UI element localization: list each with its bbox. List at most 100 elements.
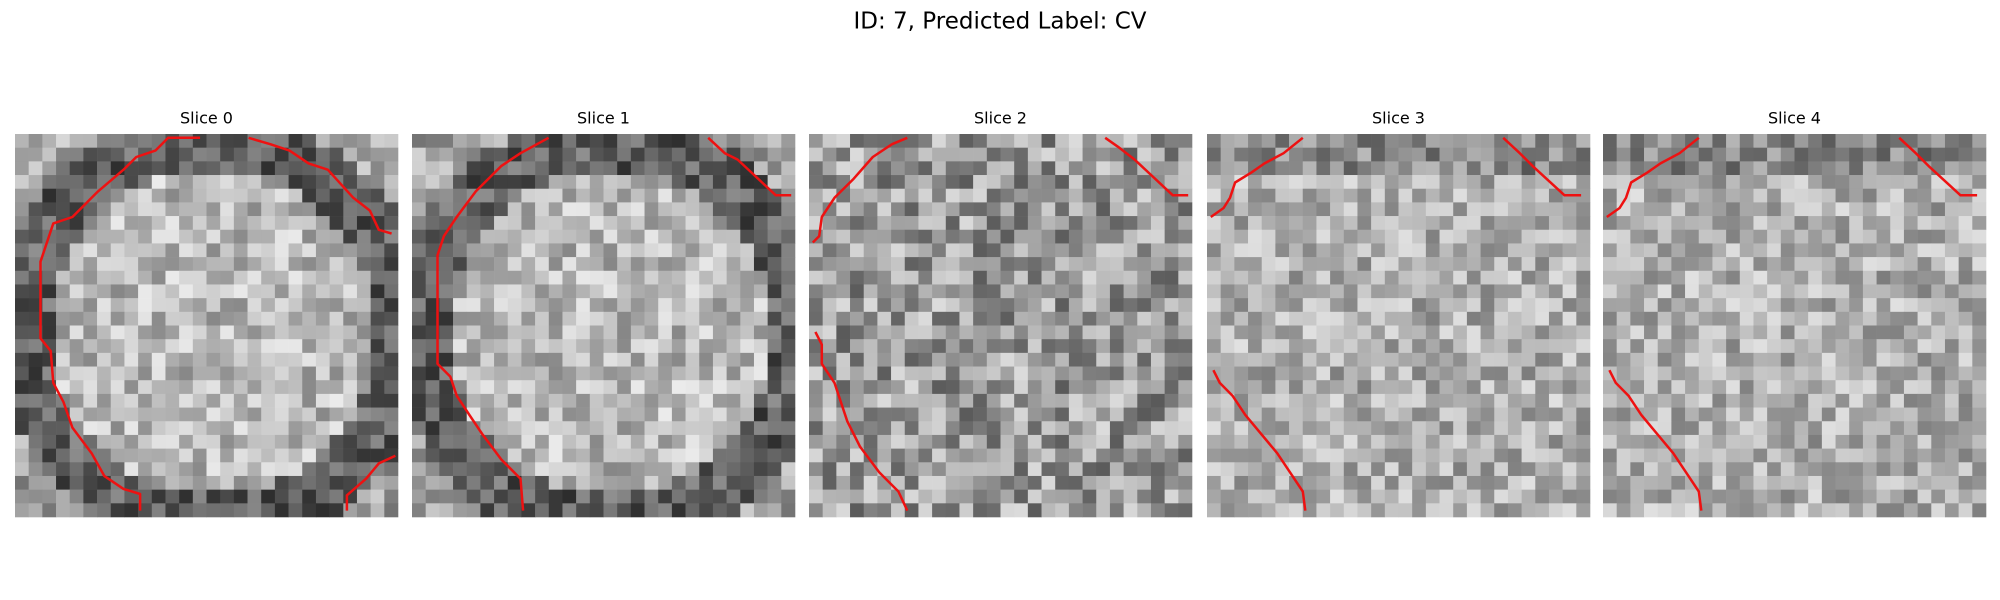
pixel xyxy=(1275,489,1290,504)
pixel xyxy=(439,462,454,477)
pixel xyxy=(315,257,330,272)
pixel xyxy=(1261,448,1276,463)
pixel xyxy=(836,489,851,504)
pixel xyxy=(1616,475,1631,490)
pixel xyxy=(151,257,166,272)
pixel xyxy=(288,298,303,313)
pixel xyxy=(617,298,632,313)
pixel xyxy=(904,462,919,477)
pixel xyxy=(1096,202,1111,217)
pixel xyxy=(69,188,84,203)
pixel xyxy=(151,270,166,285)
pixel xyxy=(1616,270,1631,285)
pixel xyxy=(986,421,1001,436)
pixel xyxy=(1371,462,1386,477)
pixel xyxy=(945,462,960,477)
pixel xyxy=(247,188,262,203)
pixel xyxy=(1289,270,1304,285)
pixel xyxy=(1644,284,1659,299)
pixel xyxy=(1164,475,1179,490)
pixel xyxy=(1371,421,1386,436)
pixel xyxy=(891,462,906,477)
pixel xyxy=(603,380,618,395)
pixel xyxy=(1316,270,1331,285)
pixel xyxy=(535,175,550,190)
pixel xyxy=(535,434,550,449)
pixel xyxy=(42,270,57,285)
pixel xyxy=(1109,325,1124,340)
pixel xyxy=(439,434,454,449)
pixel xyxy=(28,475,43,490)
pixel xyxy=(1726,434,1741,449)
pixel xyxy=(1698,393,1713,408)
pixel xyxy=(1698,434,1713,449)
pixel xyxy=(494,462,509,477)
pixel xyxy=(1958,352,1973,367)
pixel xyxy=(1657,421,1672,436)
pixel xyxy=(1014,161,1029,176)
pixel xyxy=(726,325,741,340)
pixel xyxy=(138,434,153,449)
pixel xyxy=(1164,311,1179,326)
contour xyxy=(1898,136,1978,197)
pixel xyxy=(192,202,207,217)
pixel xyxy=(1289,147,1304,162)
pixel xyxy=(1835,298,1850,313)
pixel xyxy=(1316,284,1331,299)
pixel xyxy=(781,298,796,313)
pixel xyxy=(1685,421,1700,436)
pixel xyxy=(1739,380,1754,395)
pixel xyxy=(1000,434,1015,449)
pixel xyxy=(1123,503,1138,518)
pixel xyxy=(343,462,358,477)
pixel xyxy=(877,257,892,272)
pixel xyxy=(1603,188,1617,203)
pixel xyxy=(274,380,289,395)
pixel xyxy=(1027,503,1042,518)
pixel xyxy=(1931,489,1946,504)
pixel xyxy=(630,161,645,176)
pixel xyxy=(1808,434,1823,449)
pixel xyxy=(1261,407,1276,422)
pixel xyxy=(1576,434,1591,449)
pixel xyxy=(521,134,536,148)
pixel xyxy=(1425,229,1440,244)
pixel xyxy=(1903,462,1918,477)
pixel xyxy=(1876,257,1891,272)
pixel xyxy=(809,352,823,367)
pixel xyxy=(1068,243,1083,258)
pixel xyxy=(343,284,358,299)
pixel xyxy=(1109,298,1124,313)
pixel xyxy=(1027,298,1042,313)
pixel xyxy=(1439,421,1454,436)
pixel xyxy=(617,134,632,148)
pixel xyxy=(1562,311,1577,326)
pixel xyxy=(836,503,851,518)
pixel xyxy=(644,352,659,367)
pixel xyxy=(1178,380,1193,395)
pixel xyxy=(1371,434,1386,449)
pixel xyxy=(1384,421,1399,436)
pixel xyxy=(42,188,57,203)
pixel xyxy=(1261,216,1276,231)
pixel xyxy=(1494,298,1509,313)
pixel xyxy=(535,421,550,436)
pixel xyxy=(1248,339,1263,354)
pixel xyxy=(1835,434,1850,449)
pixel xyxy=(1548,421,1563,436)
pixel xyxy=(1207,325,1221,340)
pixel xyxy=(1343,380,1358,395)
pixel xyxy=(1425,311,1440,326)
pixel xyxy=(576,366,591,381)
pixel xyxy=(412,352,426,367)
pixel xyxy=(1398,380,1413,395)
pixel xyxy=(1150,407,1165,422)
pixel xyxy=(480,407,495,422)
pixel xyxy=(1398,134,1413,148)
image xyxy=(809,134,1193,518)
pixel xyxy=(1027,434,1042,449)
pixel xyxy=(863,489,878,504)
pixel xyxy=(986,147,1001,162)
pixel xyxy=(1808,325,1823,340)
pixel xyxy=(1876,475,1891,490)
